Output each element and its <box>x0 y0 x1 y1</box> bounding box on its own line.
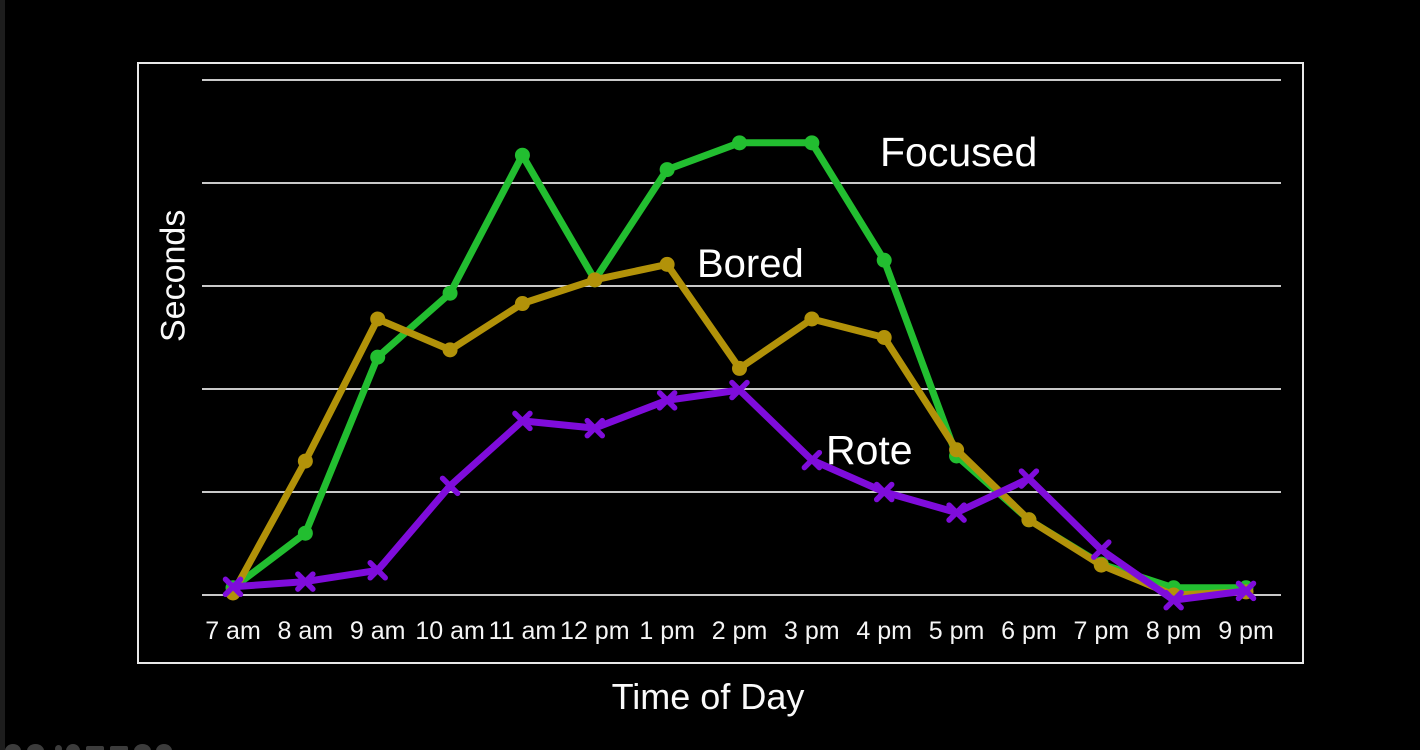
x-tick-label: 4 pm <box>856 617 912 645</box>
data-point-bored <box>659 256 675 272</box>
series-label-rote: Rote <box>826 427 913 473</box>
x-tick-label: 9 am <box>349 617 406 645</box>
data-point-bored <box>1021 512 1037 528</box>
data-point-rote <box>1163 589 1184 611</box>
x-tick-label: 6 pm <box>1001 617 1057 645</box>
data-point-focused <box>370 349 386 365</box>
x-tick-label: 8 am <box>277 617 334 645</box>
data-point-rote <box>439 475 461 497</box>
x-tick-label: 9 pm <box>1218 617 1274 645</box>
data-point-bored <box>297 453 313 469</box>
data-point-rote <box>295 571 316 592</box>
data-point-rote <box>222 576 244 598</box>
x-tick-label: 8 pm <box>1145 617 1202 645</box>
series-label-focused: Focused <box>880 129 1038 175</box>
x-tick-label: 7 am <box>205 617 261 645</box>
bottom-edge-artifact <box>0 740 200 750</box>
data-point-focused <box>804 135 820 151</box>
data-point-focused <box>442 285 458 301</box>
data-point-bored <box>876 330 892 345</box>
data-point-rote <box>584 417 606 439</box>
data-point-bored <box>370 311 386 327</box>
x-axis-title: Time of Day <box>611 676 805 717</box>
data-point-rote <box>512 410 533 432</box>
x-tick-label: 12 pm <box>560 617 630 645</box>
data-point-bored <box>949 442 965 458</box>
data-point-bored <box>514 296 530 312</box>
data-point-focused <box>876 252 892 268</box>
data-point-rote <box>873 481 895 503</box>
data-point-bored <box>804 311 820 327</box>
data-point-bored <box>587 272 603 288</box>
data-point-bored <box>731 360 747 376</box>
y-axis-title: Seconds <box>154 209 193 342</box>
series-line-rote <box>229 386 1250 604</box>
data-point-rote <box>367 560 388 581</box>
x-tick-label: 5 pm <box>928 617 985 645</box>
data-point-focused <box>731 135 747 151</box>
data-point-bored <box>1093 557 1109 573</box>
data-point-rote <box>1018 468 1040 489</box>
data-point-focused <box>659 162 675 178</box>
data-point-rote <box>656 390 678 411</box>
data-point-focused <box>514 147 530 163</box>
data-point-rote <box>946 502 967 523</box>
x-tick-label: 10 am <box>415 617 485 645</box>
left-edge-strip <box>0 0 5 750</box>
data-point-rote <box>1235 580 1257 602</box>
x-tick-label: 11 am <box>488 617 557 645</box>
x-tick-label: 3 pm <box>784 617 840 645</box>
plot-frame <box>137 62 1304 664</box>
data-point-rote <box>729 379 750 401</box>
x-tick-label: 7 pm <box>1073 617 1130 645</box>
data-point-focused <box>297 525 313 541</box>
series-label-bored: Bored <box>697 242 804 286</box>
data-point-rote <box>801 449 823 471</box>
data-point-bored <box>442 342 458 358</box>
data-point-rote <box>1091 539 1112 560</box>
x-tick-label: 2 pm <box>711 617 768 645</box>
x-tick-label: 1 pm <box>639 617 695 645</box>
